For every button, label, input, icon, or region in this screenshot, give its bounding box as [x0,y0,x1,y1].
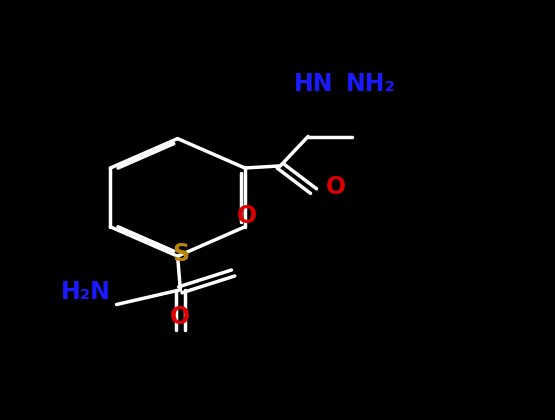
Text: S: S [172,242,189,266]
Text: HN: HN [294,72,334,96]
Text: O: O [326,175,346,199]
Text: O: O [170,305,190,329]
Text: O: O [237,204,257,228]
Text: NH₂: NH₂ [346,72,396,96]
Text: H₂N: H₂N [61,280,111,304]
